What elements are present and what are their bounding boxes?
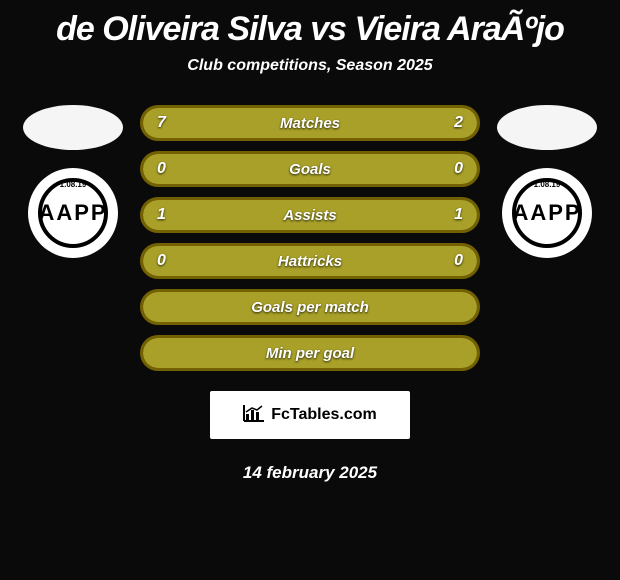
stat-row-mpg: Min per goal [140, 335, 480, 371]
stat-label: Min per goal [266, 345, 354, 362]
player-left-avatar [23, 105, 123, 150]
stat-label: Matches [280, 115, 340, 132]
stat-value-right: 2 [454, 114, 463, 132]
stat-row-assists: 1 Assists 1 [140, 197, 480, 233]
branding-text: FcTables.com [271, 406, 377, 424]
stat-value-right: 0 [454, 252, 463, 270]
badge-top-text: 1.08.19 [60, 180, 87, 189]
badge-top-text: 1.08.19 [534, 180, 561, 189]
stats-column: 7 Matches 2 0 Goals 0 1 Assists 1 [140, 105, 480, 483]
stat-label: Hattricks [278, 253, 342, 270]
stat-value-left: 0 [157, 160, 166, 178]
date-text: 14 february 2025 [140, 463, 480, 483]
stat-value-left: 1 [157, 206, 166, 224]
comparison-row: 1.08.19 AAPP 7 Matches 2 0 Goals 0 [0, 105, 620, 483]
stat-row-goals: 0 Goals 0 [140, 151, 480, 187]
player-left-column: 1.08.19 AAPP [18, 105, 128, 258]
stat-fill-right [400, 108, 477, 138]
badge-initials: AAPP [38, 200, 107, 226]
badge-initials: AAPP [512, 200, 581, 226]
badge-inner: 1.08.19 AAPP [512, 178, 582, 248]
chart-icon [243, 404, 265, 427]
player-right-club-badge: 1.08.19 AAPP [502, 168, 592, 258]
stat-fill-left [143, 108, 400, 138]
branding-box[interactable]: FcTables.com [210, 391, 410, 439]
stat-value-left: 7 [157, 114, 166, 132]
stat-row-matches: 7 Matches 2 [140, 105, 480, 141]
stat-value-left: 0 [157, 252, 166, 270]
stat-label: Assists [283, 207, 336, 224]
page-subtitle: Club competitions, Season 2025 [0, 57, 620, 75]
stat-row-hattricks: 0 Hattricks 0 [140, 243, 480, 279]
player-right-column: 1.08.19 AAPP [492, 105, 602, 258]
stat-label: Goals per match [251, 299, 369, 316]
badge-inner: 1.08.19 AAPP [38, 178, 108, 248]
stat-value-right: 1 [454, 206, 463, 224]
stat-row-gpm: Goals per match [140, 289, 480, 325]
player-right-avatar [497, 105, 597, 150]
stat-value-right: 0 [454, 160, 463, 178]
page-title: de Oliveira Silva vs Vieira AraÃºjo [0, 10, 620, 49]
comparison-card: de Oliveira Silva vs Vieira AraÃºjo Club… [0, 0, 620, 580]
stat-label: Goals [289, 161, 331, 178]
player-left-club-badge: 1.08.19 AAPP [28, 168, 118, 258]
